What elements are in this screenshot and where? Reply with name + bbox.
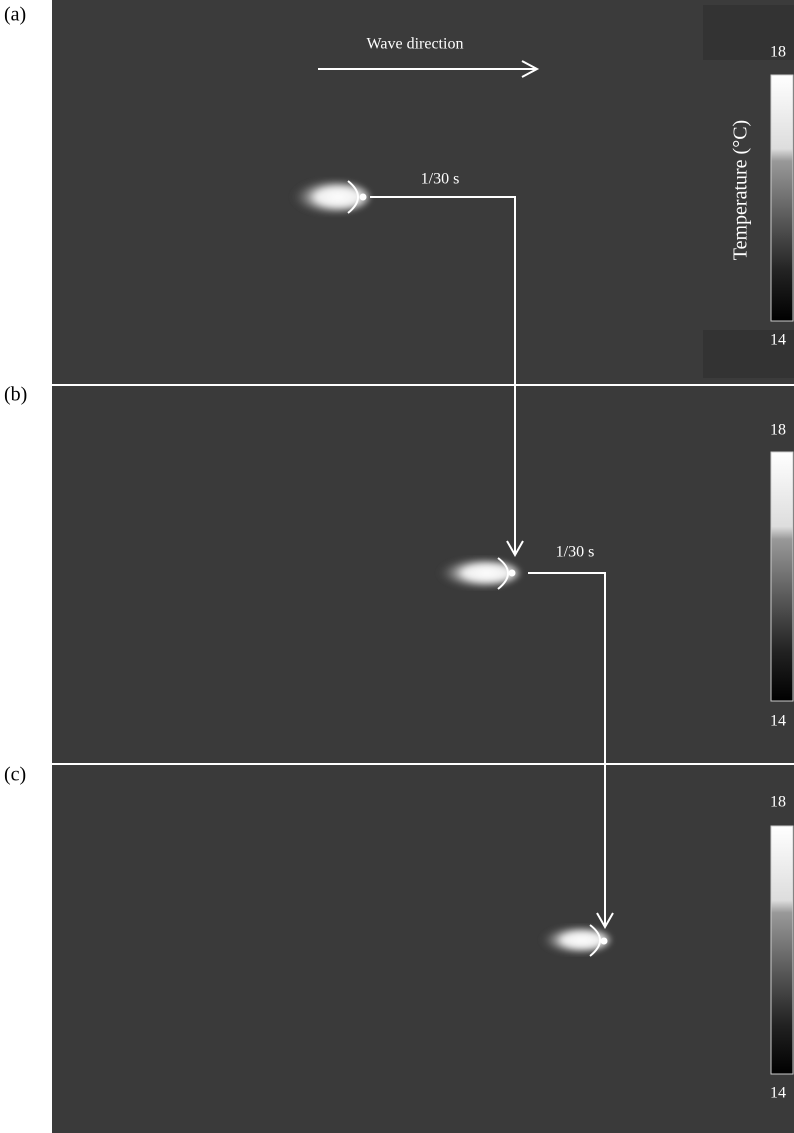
colorbar-title: Temperature (°C) [730, 120, 752, 260]
colorbar-min: 14 [770, 713, 786, 730]
panel-image [52, 765, 794, 1133]
colorbar-min: 14 [770, 1085, 786, 1102]
wave-direction-label: Wave direction [367, 36, 464, 53]
particle [290, 180, 370, 214]
colorbar-min: 14 [770, 332, 786, 349]
time-step-label: 1/30 s [421, 171, 460, 188]
panel-label: (c) [4, 764, 26, 786]
colorbar [771, 452, 793, 701]
panel-label: (b) [4, 384, 27, 406]
figure: (a) (b) (c) 18 14 18 14 18 14 Temperatur… [0, 0, 794, 1133]
time-step-label: 1/30 s [556, 544, 595, 561]
panel-image [52, 0, 794, 384]
colorbar [771, 75, 793, 321]
panel-image [52, 386, 794, 763]
colorbar-max: 18 [770, 422, 786, 439]
page: (a) (b) (c) 18 14 18 14 18 14 Temperatur… [0, 0, 794, 1133]
panel-label: (a) [4, 4, 26, 26]
colorbar-max: 18 [770, 44, 786, 61]
colorbar [771, 826, 793, 1074]
colorbar-max: 18 [770, 794, 786, 811]
